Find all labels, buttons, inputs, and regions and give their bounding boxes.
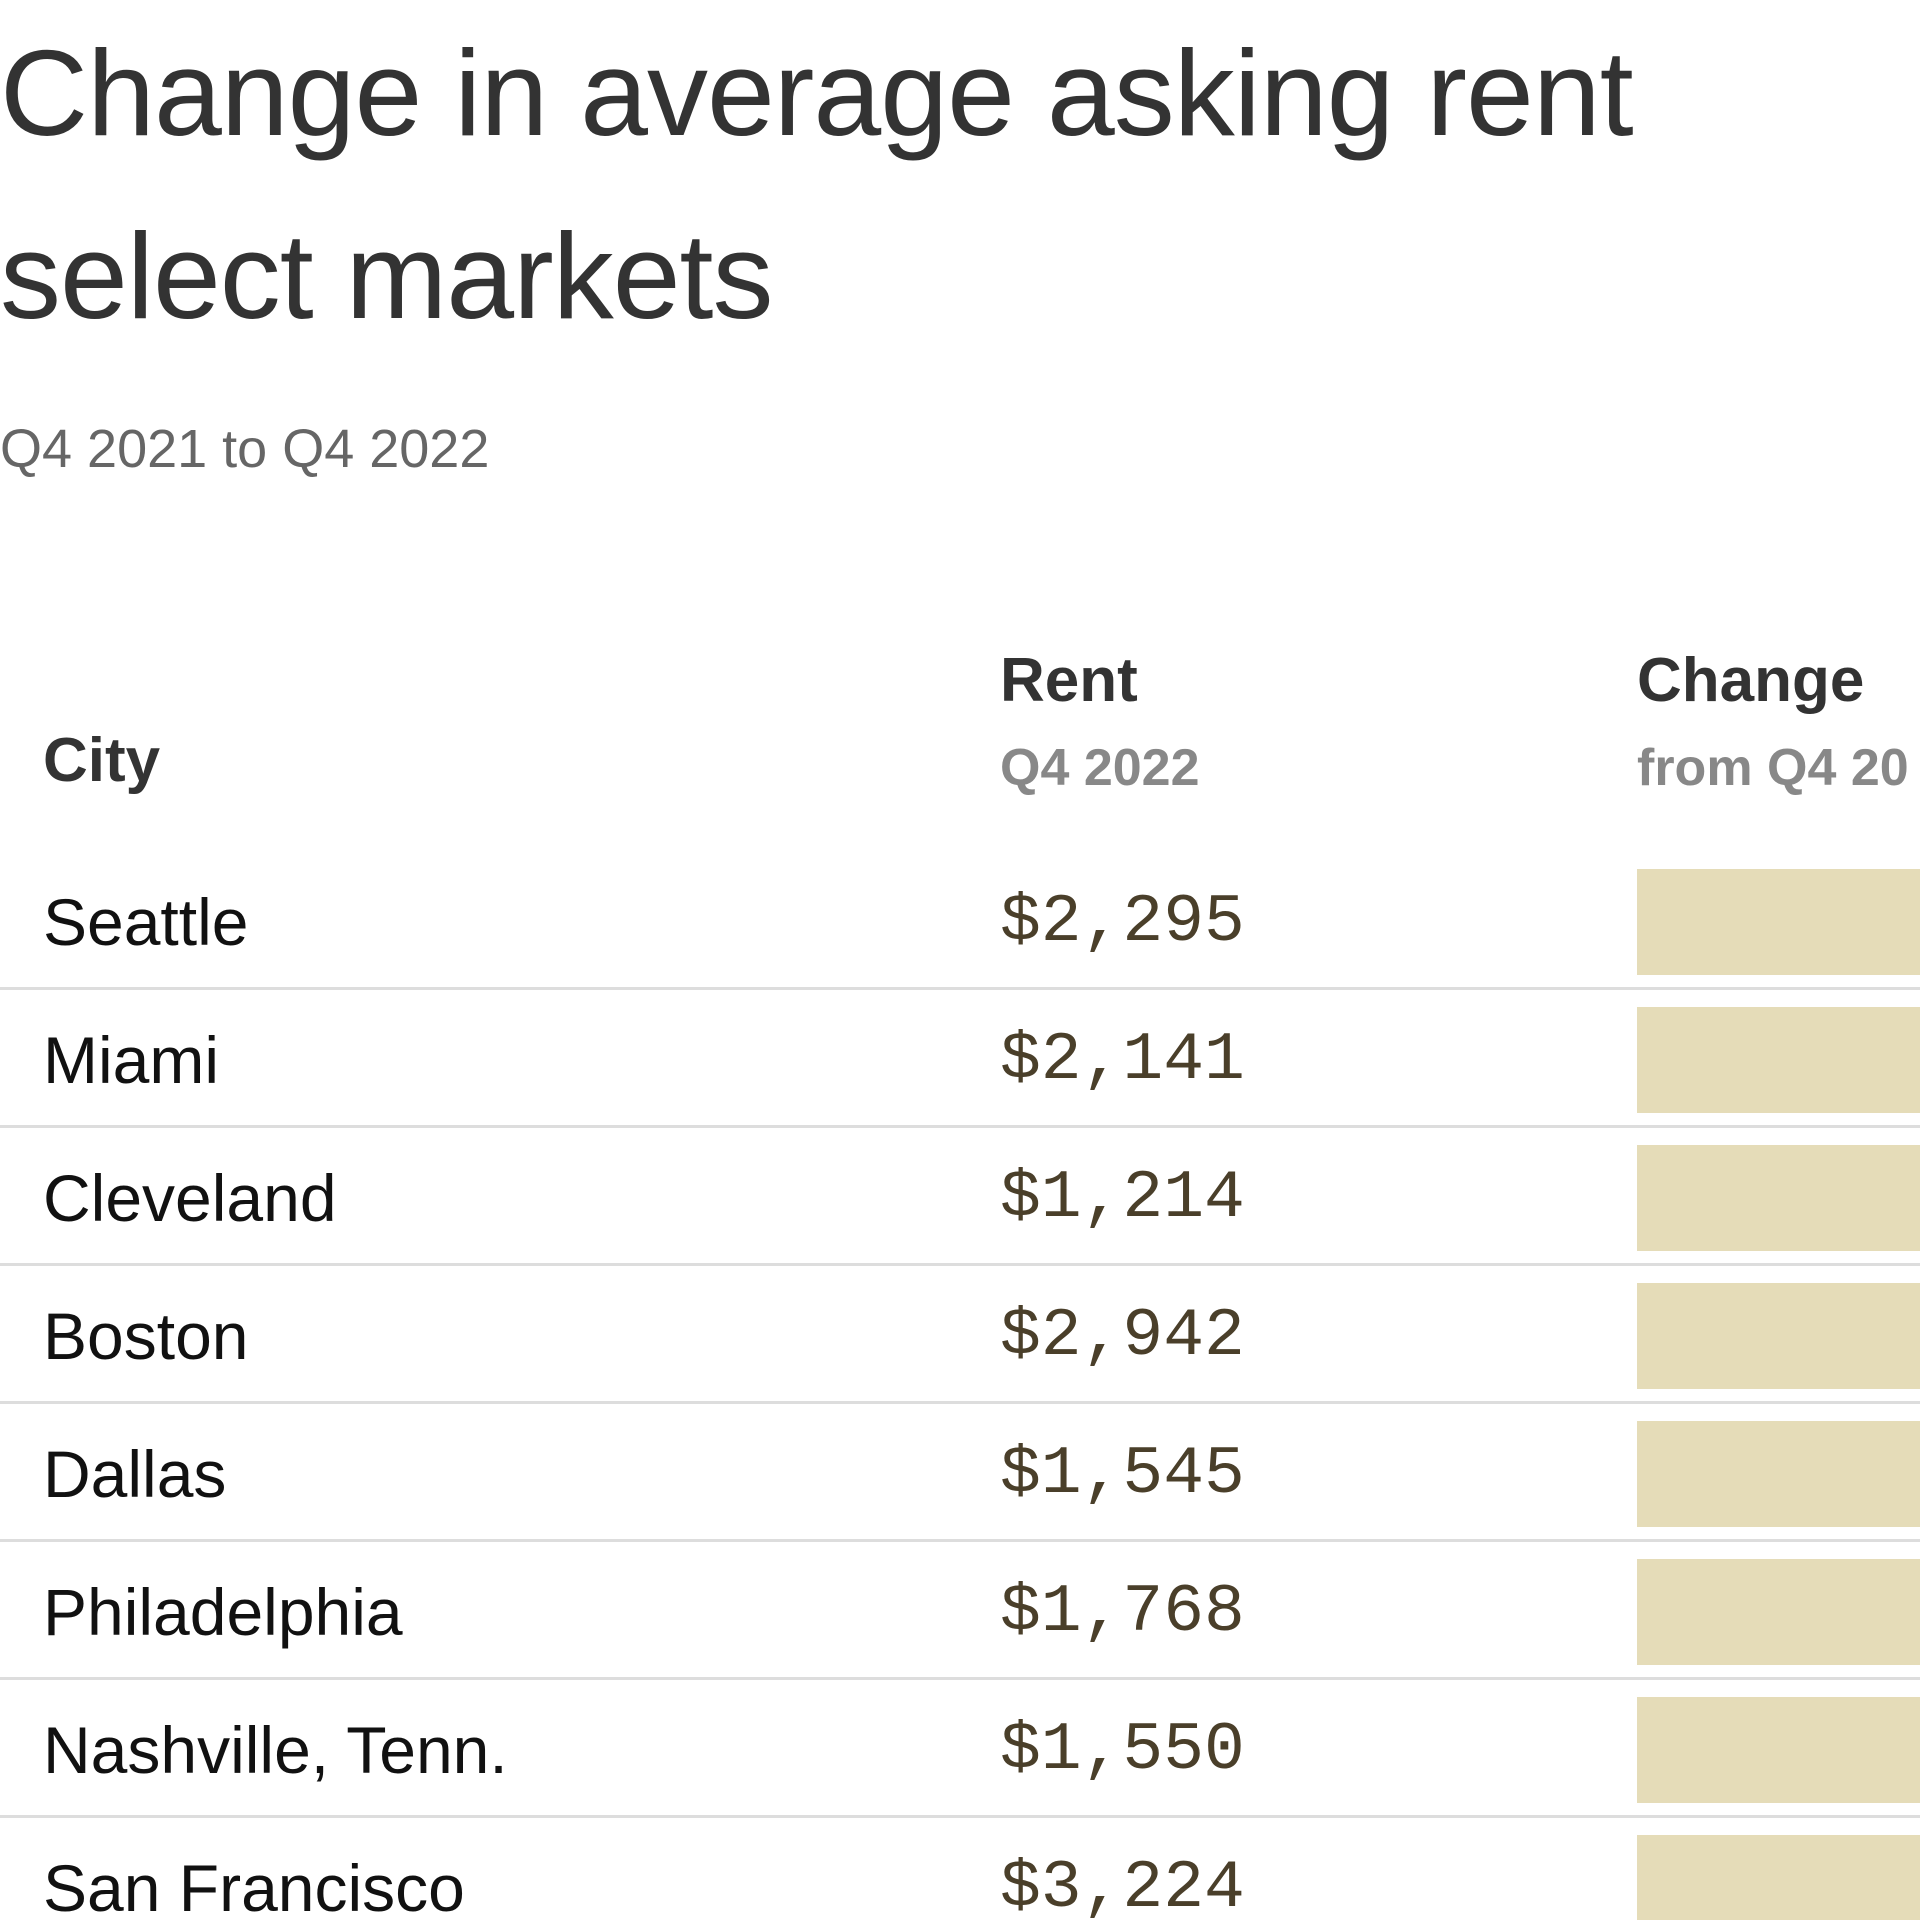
rent-cell: $1,214 <box>1000 1160 1245 1237</box>
city-cell: Cleveland <box>43 1161 337 1235</box>
row-separator <box>0 1125 1920 1128</box>
column-subheader: from Q4 20 <box>1637 739 1909 797</box>
rent-cell: $1,545 <box>1000 1436 1245 1513</box>
change-bar <box>1637 869 1920 975</box>
column-header: City <box>43 726 161 795</box>
city-cell: Nashville, Tenn. <box>43 1713 508 1787</box>
city-cell: Seattle <box>43 885 249 959</box>
column-header: Change <box>1637 646 1865 715</box>
city-cell: Philadelphia <box>43 1575 403 1649</box>
subtitle: Q4 2021 to Q4 2022 <box>0 419 490 479</box>
rent-cell: $2,141 <box>1000 1022 1245 1099</box>
change-bar <box>1637 1559 1920 1665</box>
change-bar <box>1637 1283 1920 1389</box>
city-cell: San Francisco <box>43 1851 465 1920</box>
title-line: select markets <box>0 208 773 344</box>
column-subheader: Q4 2022 <box>1000 739 1200 797</box>
column-header: Rent <box>1000 646 1138 715</box>
change-bar <box>1637 1697 1920 1803</box>
rent-cell: $2,942 <box>1000 1298 1245 1375</box>
title-line: Change in average asking rent <box>0 25 1634 161</box>
city-cell: Miami <box>43 1023 219 1097</box>
city-cell: Dallas <box>43 1437 227 1511</box>
city-cell: Boston <box>43 1299 249 1373</box>
row-separator <box>0 987 1920 990</box>
row-separator <box>0 1677 1920 1680</box>
change-bar <box>1637 1421 1920 1527</box>
rent-cell: $3,224 <box>1000 1850 1245 1920</box>
rent-cell: $2,295 <box>1000 884 1245 961</box>
change-bar <box>1637 1835 1920 1920</box>
change-bar <box>1637 1145 1920 1251</box>
row-separator <box>0 1263 1920 1266</box>
row-separator <box>0 1401 1920 1404</box>
row-separator <box>0 1815 1920 1818</box>
change-bar <box>1637 1007 1920 1113</box>
rent-cell: $1,768 <box>1000 1574 1245 1651</box>
rent-cell: $1,550 <box>1000 1712 1245 1789</box>
row-separator <box>0 1539 1920 1542</box>
